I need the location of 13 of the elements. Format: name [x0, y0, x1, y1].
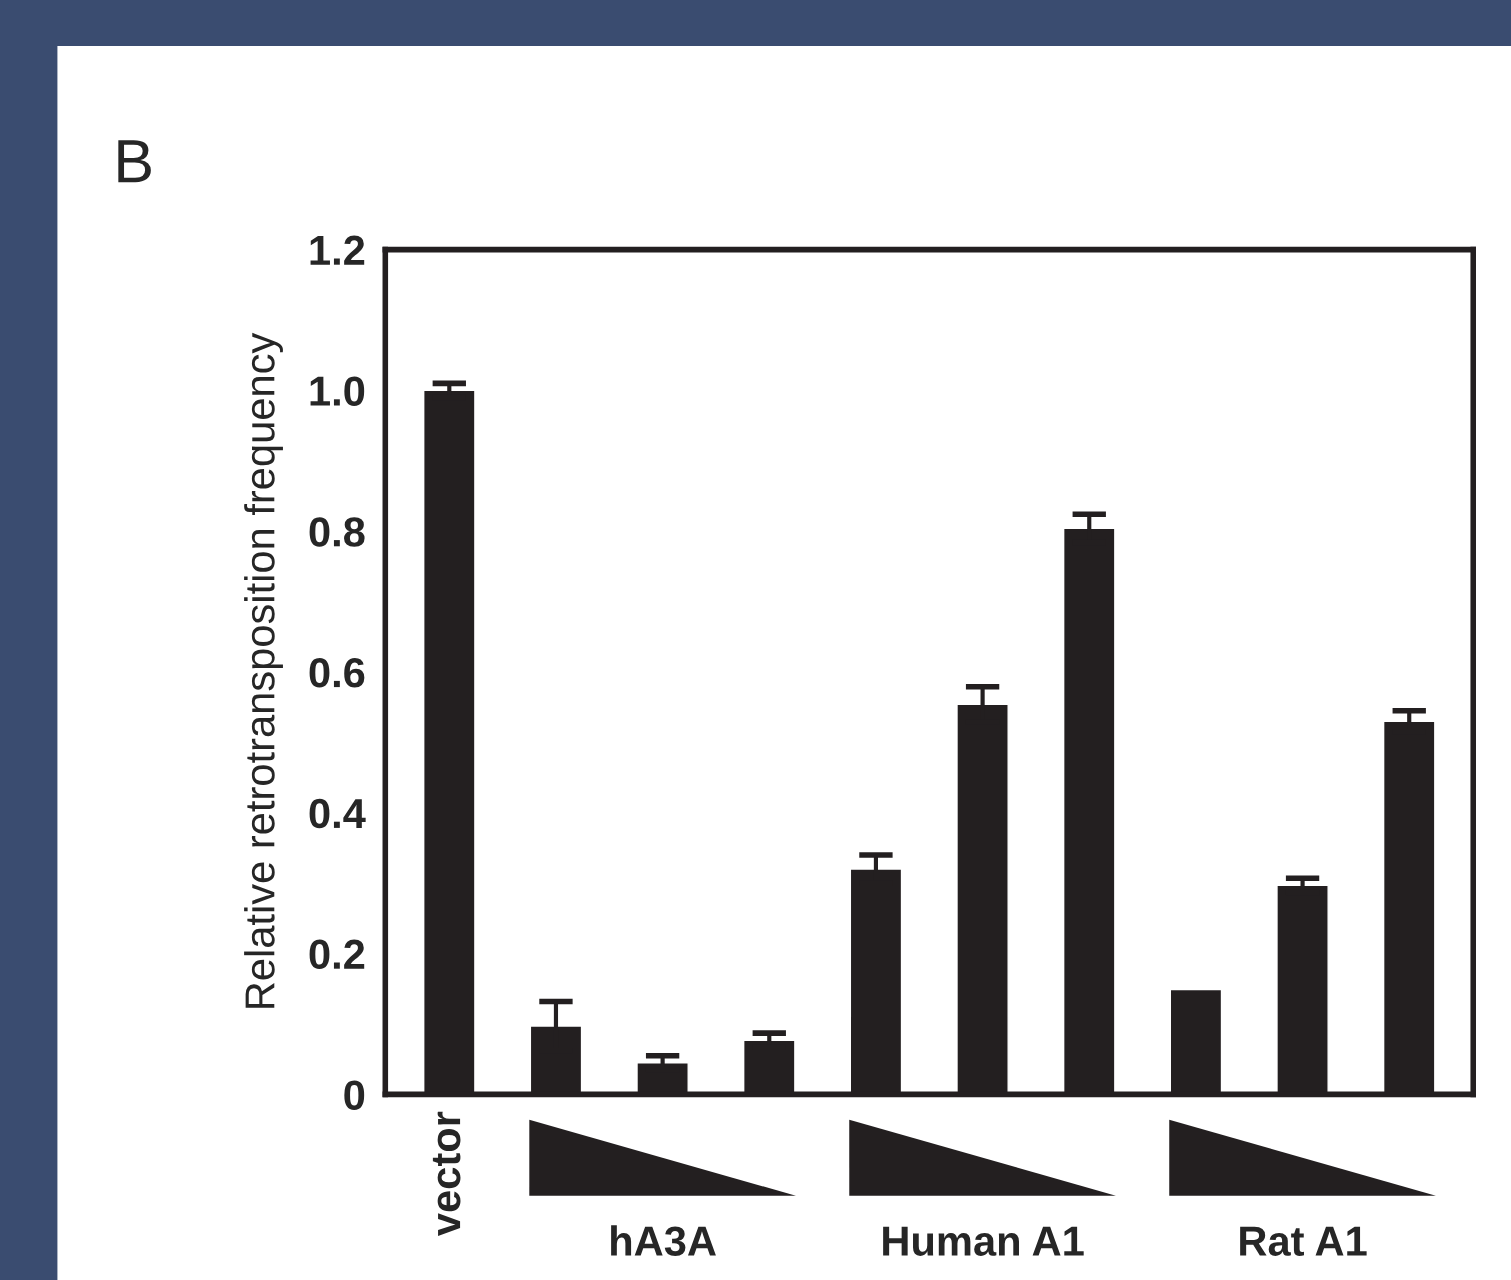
y-tick-label: 0.8	[309, 517, 365, 547]
text: Human A1	[883, 1226, 1084, 1256]
chart-title: B	[118, 140, 151, 183]
text: Rat A1	[1240, 1226, 1367, 1256]
y-axis-title: Relative retrotransposition frequency	[244, 332, 283, 1008]
y-tick-label: 0.2	[309, 939, 365, 970]
y-tick-label: 0.6	[309, 658, 365, 688]
y-tick-label: 0.4	[309, 798, 366, 829]
y-tick-label: 0	[344, 1080, 365, 1110]
y-tick-label: 1.0	[310, 376, 365, 406]
y-tick-label: 1.2	[310, 235, 365, 265]
x-tick-label: vector	[432, 1111, 461, 1236]
text: hA3A	[611, 1225, 716, 1257]
